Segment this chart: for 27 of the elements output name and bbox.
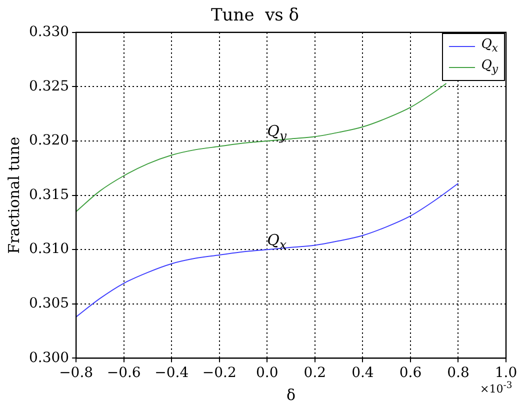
x-tick-label: −0.2 <box>202 365 236 382</box>
y-tick-label: 0.315 <box>28 186 70 203</box>
y-tick-label: 0.320 <box>28 132 70 149</box>
x-tick-label: 0.8 <box>447 365 470 382</box>
legend-label: Q$_{x}$ <box>481 36 498 57</box>
x-tick-label: 0.4 <box>352 365 374 382</box>
y-tick-label: 0.305 <box>28 296 70 312</box>
x-tick-label: −0.8 <box>59 365 94 382</box>
annotation: Q$_{y}$ <box>267 122 287 143</box>
x-tick-label: 0.0 <box>256 365 278 382</box>
y-tick-label: 0.325 <box>28 78 70 94</box>
x-axis-title: δ <box>286 386 296 404</box>
x-tick-label: −0.6 <box>106 365 141 382</box>
y-tick-label: 0.330 <box>28 24 70 40</box>
y-tick-label: 0.310 <box>28 241 70 258</box>
chart-title: Tune vs δ <box>210 6 300 26</box>
x-tick-label: 0.6 <box>399 365 422 382</box>
legend-label: Q$_{y}$ <box>481 56 498 78</box>
annotation: Q$_{x}$ <box>267 230 287 252</box>
x-tick-label: 1.0 <box>494 365 518 382</box>
y-tick-label: 0.300 <box>28 350 70 366</box>
x-tick-label: −0.4 <box>154 365 189 382</box>
line-series <box>76 182 459 318</box>
line-series <box>76 82 447 212</box>
text: ×10$^{-3}$ <box>480 380 512 396</box>
x-tick-label: 0.2 <box>304 365 326 382</box>
y-axis-title: Fractional tune <box>4 136 23 254</box>
